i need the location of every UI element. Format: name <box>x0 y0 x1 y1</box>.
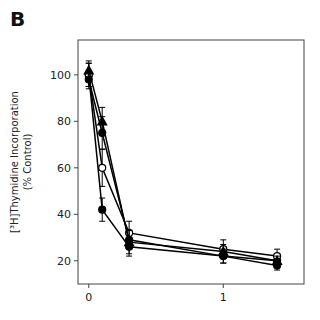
error-bar-cap <box>274 260 280 261</box>
series-line <box>89 80 277 266</box>
error-bar <box>99 149 105 186</box>
y-tick <box>74 214 78 215</box>
error-bar <box>220 249 226 263</box>
point <box>274 262 281 269</box>
error-bar-cap <box>220 249 226 250</box>
y-axis-label-line: [³H]Thymidine Incorporation <box>9 91 20 233</box>
y-tick <box>74 74 78 75</box>
y-tick-label: 40 <box>57 208 71 221</box>
error-bar-cap <box>99 149 105 150</box>
y-tick-label: 80 <box>57 115 71 128</box>
x-tick <box>88 284 89 288</box>
series <box>85 63 280 263</box>
error-bar-cap <box>126 221 132 222</box>
point <box>85 76 92 83</box>
y-tick <box>74 167 78 168</box>
error-bar-cap <box>99 186 105 187</box>
series <box>85 70 280 270</box>
error-bar-cap <box>99 116 105 117</box>
error-bar <box>126 231 132 250</box>
error-bar-cap <box>220 263 226 264</box>
marks <box>84 61 281 270</box>
point <box>99 206 106 213</box>
error-bar-cap <box>220 239 226 240</box>
background <box>0 0 320 320</box>
error-bar-cap <box>126 249 132 250</box>
series-line <box>89 70 277 261</box>
error-bar <box>86 70 92 89</box>
error-bar-cap <box>274 249 280 250</box>
x-tick <box>223 284 224 288</box>
chart-svg: 20 40 60 80 100 0 1 [³H]Thymidine Incorporation… <box>0 0 320 320</box>
y-tick <box>74 121 78 122</box>
error-bar-cap <box>99 149 105 150</box>
error-bar-cap <box>126 253 132 254</box>
y-tick <box>74 260 78 261</box>
error-bar-cap <box>86 70 92 71</box>
y-axis-label: [³H]Thymidine Incorporation(% Control) <box>9 91 33 233</box>
point <box>99 164 106 171</box>
point <box>220 253 227 260</box>
error-bar-cap <box>220 263 226 264</box>
error-bar-cap <box>220 249 226 250</box>
plot-frame <box>78 40 304 284</box>
error-bar-cap <box>99 107 105 108</box>
error-bar-cap <box>99 198 105 199</box>
y-tick-label: 100 <box>50 69 71 82</box>
error-bar-cap <box>274 270 280 271</box>
title: B <box>10 7 25 31</box>
y-axis-label-line: (% Control) <box>22 134 33 191</box>
error-bar-cap <box>86 88 92 89</box>
series-line <box>89 75 277 261</box>
point <box>220 253 227 260</box>
point <box>126 236 133 243</box>
error-bar-cap <box>126 256 132 257</box>
error-bar-cap <box>86 60 92 61</box>
series-line <box>89 75 277 256</box>
x-tick-label: 1 <box>220 291 227 304</box>
chart-container: 20 40 60 80 100 0 1 [³H]Thymidine Incorporation… <box>0 0 320 320</box>
y-tick-label: 20 <box>57 255 71 268</box>
error-bar <box>99 117 105 150</box>
error-bar <box>99 198 105 221</box>
error-bar <box>274 261 280 270</box>
y-tick-label: 60 <box>57 162 71 175</box>
point <box>99 129 106 136</box>
series <box>84 61 281 265</box>
series <box>85 63 280 265</box>
x-tick-label: 0 <box>85 291 92 304</box>
error-bar-cap <box>99 221 105 222</box>
error-bar-cap <box>126 230 132 231</box>
error-bar-cap <box>220 244 226 245</box>
error-bar-cap <box>126 230 132 231</box>
